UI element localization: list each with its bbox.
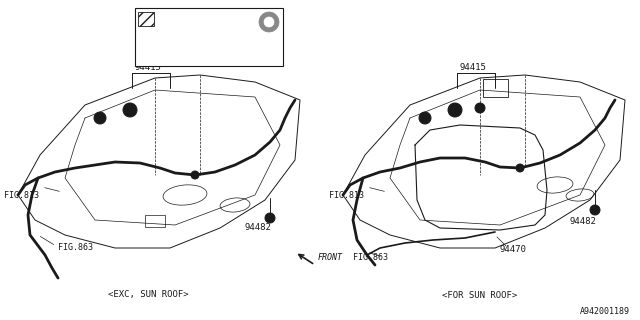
Text: <FOR SUN ROOF>: <FOR SUN ROOF> bbox=[442, 291, 518, 300]
Circle shape bbox=[191, 171, 199, 179]
Bar bbox=[145, 215, 165, 227]
Text: 94415: 94415 bbox=[460, 63, 486, 73]
Text: FIG.863: FIG.863 bbox=[353, 253, 388, 262]
Circle shape bbox=[475, 103, 485, 113]
Text: FRONT: FRONT bbox=[318, 253, 343, 262]
Circle shape bbox=[448, 103, 462, 117]
Circle shape bbox=[264, 17, 274, 27]
Text: 94499: 94499 bbox=[158, 15, 185, 25]
Ellipse shape bbox=[537, 177, 573, 193]
Circle shape bbox=[590, 205, 600, 215]
Circle shape bbox=[123, 103, 137, 117]
Text: A942001189: A942001189 bbox=[580, 308, 630, 316]
Circle shape bbox=[94, 112, 106, 124]
Text: FIG.813: FIG.813 bbox=[4, 190, 39, 199]
Text: 94482: 94482 bbox=[570, 218, 596, 227]
Text: 94470: 94470 bbox=[500, 245, 527, 254]
Text: necessary length.: necessary length. bbox=[139, 52, 218, 60]
Circle shape bbox=[259, 12, 279, 32]
Ellipse shape bbox=[220, 198, 250, 212]
Text: FIG.863: FIG.863 bbox=[58, 244, 93, 252]
Text: FIG.813: FIG.813 bbox=[329, 190, 364, 199]
Bar bbox=[135, 8, 283, 66]
Ellipse shape bbox=[566, 189, 594, 201]
Circle shape bbox=[516, 164, 524, 172]
Bar bbox=[138, 12, 154, 26]
Text: 94482: 94482 bbox=[244, 223, 271, 233]
Text: Please cut it according to: Please cut it according to bbox=[139, 42, 259, 51]
Circle shape bbox=[419, 112, 431, 124]
Text: 94415: 94415 bbox=[134, 63, 161, 73]
Bar bbox=[483, 79, 508, 97]
Text: <EXC, SUN ROOF>: <EXC, SUN ROOF> bbox=[108, 291, 188, 300]
Ellipse shape bbox=[163, 185, 207, 205]
Circle shape bbox=[265, 213, 275, 223]
Text: Length of the 94499 is 50m.: Length of the 94499 is 50m. bbox=[139, 31, 264, 41]
